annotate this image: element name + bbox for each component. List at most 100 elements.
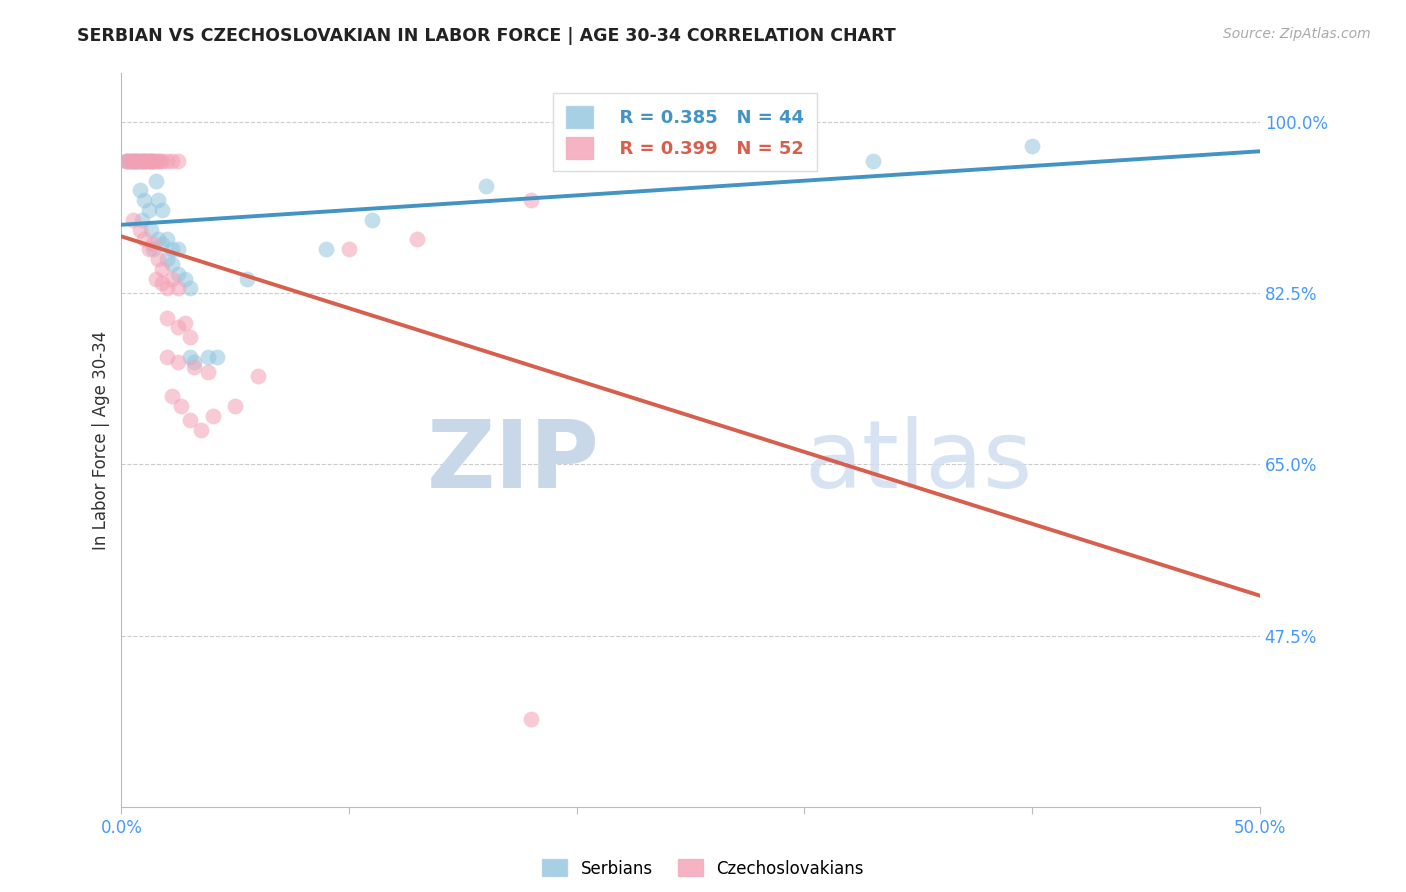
Point: [235, 271, 257, 285]
Text: Source: ZipAtlas.com: Source: ZipAtlas.com: [1223, 27, 1371, 41]
Point: [134, 193, 156, 207]
Point: [406, 232, 429, 246]
Point: [146, 193, 169, 207]
Point: [167, 154, 190, 169]
Point: [135, 154, 157, 169]
Point: [146, 252, 169, 266]
Point: [167, 281, 190, 295]
Point: [197, 350, 219, 364]
Point: [128, 222, 150, 236]
Point: [121, 154, 143, 169]
Point: [127, 154, 149, 169]
Point: [128, 154, 150, 169]
Point: [152, 277, 174, 291]
Point: [115, 154, 138, 169]
Point: [124, 154, 146, 169]
Point: [183, 355, 205, 369]
Text: SERBIAN VS CZECHOSLOVAKIAN IN LABOR FORCE | AGE 30-34 CORRELATION CHART: SERBIAN VS CZECHOSLOVAKIAN IN LABOR FORC…: [77, 27, 896, 45]
Point: [179, 413, 201, 427]
Point: [612, 154, 634, 169]
Point: [131, 154, 153, 169]
Point: [131, 212, 153, 227]
Point: [149, 154, 172, 169]
Point: [152, 261, 174, 276]
Point: [247, 369, 270, 384]
Point: [128, 154, 150, 169]
Point: [145, 271, 167, 285]
Point: [127, 154, 149, 169]
Point: [138, 154, 160, 169]
Point: [121, 212, 143, 227]
Point: [160, 257, 183, 271]
Point: [315, 242, 337, 256]
Point: [197, 364, 219, 378]
Point: [120, 154, 142, 169]
Point: [160, 242, 183, 256]
Point: [179, 281, 201, 295]
Point: [201, 409, 224, 423]
Point: [117, 154, 139, 169]
Point: [138, 202, 160, 217]
Point: [1021, 139, 1043, 153]
Point: [174, 316, 197, 330]
Point: [135, 154, 157, 169]
Point: [862, 154, 884, 169]
Point: [145, 154, 167, 169]
Point: [520, 712, 543, 726]
Point: [146, 154, 169, 169]
Point: [138, 242, 160, 256]
Point: [179, 330, 201, 344]
Point: [190, 423, 212, 437]
Point: [138, 154, 160, 169]
Point: [160, 271, 183, 285]
Point: [139, 154, 162, 169]
Point: [124, 154, 146, 169]
Point: [183, 359, 205, 374]
Point: [156, 154, 179, 169]
Point: [337, 242, 360, 256]
Y-axis label: In Labor Force | Age 30-34: In Labor Force | Age 30-34: [93, 330, 110, 549]
Point: [134, 232, 156, 246]
Point: [139, 154, 162, 169]
Point: [142, 154, 165, 169]
Point: [160, 154, 183, 169]
Point: [156, 232, 179, 246]
Point: [117, 154, 139, 169]
Legend: Serbians, Czechoslovakians: Serbians, Czechoslovakians: [536, 853, 870, 884]
Point: [145, 174, 167, 188]
Point: [152, 237, 174, 252]
Point: [169, 399, 191, 413]
Point: [205, 350, 228, 364]
Point: [156, 252, 179, 266]
Point: [134, 154, 156, 169]
Point: [156, 350, 179, 364]
Point: [167, 242, 190, 256]
Point: [121, 154, 143, 169]
Point: [160, 389, 183, 403]
Legend:   R = 0.385   N = 44,   R = 0.399   N = 52: R = 0.385 N = 44, R = 0.399 N = 52: [553, 93, 817, 171]
Text: ZIP: ZIP: [426, 416, 599, 508]
Point: [115, 154, 138, 169]
Point: [142, 154, 165, 169]
Point: [156, 281, 179, 295]
Point: [179, 350, 201, 364]
Point: [156, 310, 179, 325]
Text: atlas: atlas: [804, 416, 1033, 508]
Point: [474, 178, 496, 193]
Point: [167, 320, 190, 334]
Point: [146, 232, 169, 246]
Point: [361, 212, 384, 227]
Point: [634, 154, 657, 169]
Point: [174, 271, 197, 285]
Point: [134, 154, 156, 169]
Point: [139, 222, 162, 236]
Point: [167, 355, 190, 369]
Point: [224, 399, 246, 413]
Point: [142, 237, 165, 252]
Point: [120, 154, 142, 169]
Point: [131, 154, 153, 169]
Point: [128, 183, 150, 197]
Point: [167, 267, 190, 281]
Point: [152, 154, 174, 169]
Point: [725, 154, 748, 169]
